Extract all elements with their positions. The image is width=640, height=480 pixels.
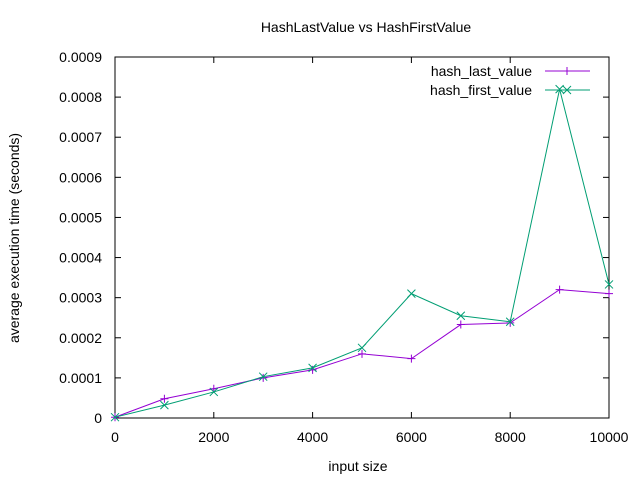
cross-marker xyxy=(110,412,120,422)
plus-marker xyxy=(555,285,564,294)
axes: 0 2000 4000 6000 8000 10000 0 0.0001 0.0002 0.000… xyxy=(59,49,629,445)
y-tick-label: 0.0006 xyxy=(59,169,102,185)
series-hash-last-value xyxy=(111,285,613,422)
y-tick-label: 0.0005 xyxy=(59,209,102,225)
cross-marker xyxy=(258,372,268,382)
series-hash-first-value xyxy=(110,84,614,422)
plus-marker xyxy=(563,67,571,75)
cross-marker xyxy=(308,363,317,373)
y-axis-label: average execution time (seconds) xyxy=(6,133,22,343)
plus-marker xyxy=(605,289,613,298)
cross-marker xyxy=(357,343,367,353)
x-axis-label: input size xyxy=(328,458,387,474)
cross-marker xyxy=(604,280,614,289)
cross-marker xyxy=(407,289,416,299)
x-tick-label: 0 xyxy=(111,429,119,445)
y-tick-label: 0.0004 xyxy=(59,250,102,266)
x-tick-label: 8000 xyxy=(495,429,526,445)
y-tick-label: 0.0007 xyxy=(59,129,102,145)
legend: hash_last_value hash_first_value xyxy=(430,63,590,98)
y-tick-label: 0 xyxy=(94,410,102,426)
cross-marker xyxy=(160,400,169,410)
legend-label: hash_last_value xyxy=(431,63,532,79)
plus-marker xyxy=(407,354,416,363)
plus-marker xyxy=(358,349,366,358)
y-tick-label: 0.0008 xyxy=(59,89,102,105)
x-tick-label: 6000 xyxy=(396,429,427,445)
cross-marker xyxy=(562,85,572,95)
x-tick-label: 4000 xyxy=(297,429,328,445)
y-tick-label: 0.0003 xyxy=(59,290,102,306)
cross-marker xyxy=(555,84,564,94)
cross-marker xyxy=(505,317,515,327)
plot-series xyxy=(110,84,614,422)
x-tick-label: 10000 xyxy=(590,429,629,445)
cross-marker xyxy=(456,311,466,321)
plus-marker xyxy=(456,320,465,329)
x-tick-label: 2000 xyxy=(198,429,229,445)
cross-marker xyxy=(209,387,219,397)
y-tick-label: 0.0002 xyxy=(59,330,102,346)
y-tick-label: 0.0009 xyxy=(59,49,102,65)
plot-frame xyxy=(114,56,610,419)
chart-title: HashLastValue vs HashFirstValue xyxy=(261,19,472,35)
legend-label: hash_first_value xyxy=(430,82,532,98)
plus-marker xyxy=(160,394,169,403)
y-tick-label: 0.0001 xyxy=(59,370,102,386)
